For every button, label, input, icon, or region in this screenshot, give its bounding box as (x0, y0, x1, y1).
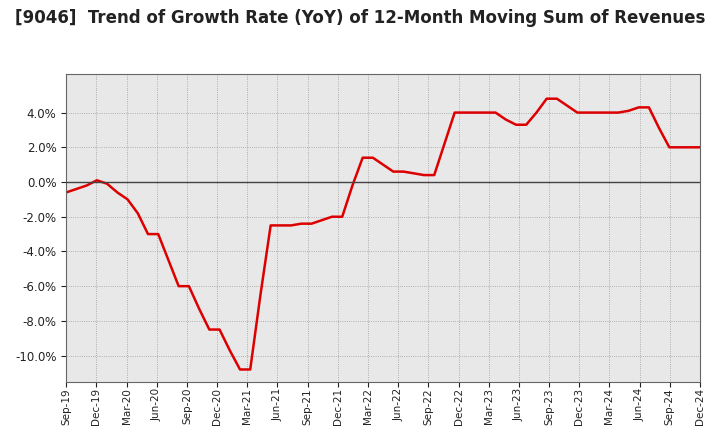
Text: [9046]  Trend of Growth Rate (YoY) of 12-Month Moving Sum of Revenues: [9046] Trend of Growth Rate (YoY) of 12-… (15, 9, 705, 27)
